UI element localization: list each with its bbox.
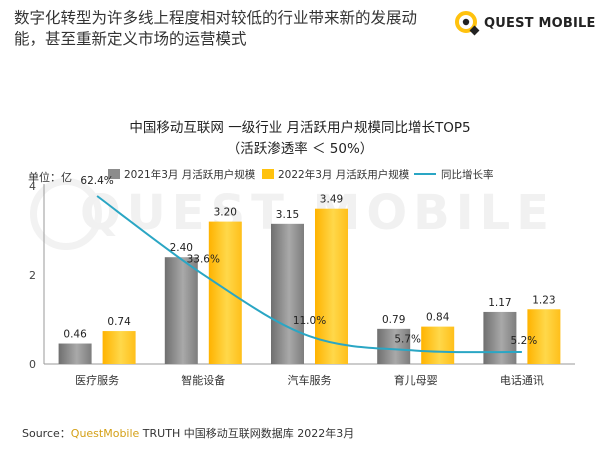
bar-2021	[58, 343, 92, 364]
bar-label-2021: 1.17	[488, 297, 511, 309]
headline: 数字化转型为许多线上程度相对较低的行业带来新的发展动能，甚至重新定义市场的运营模…	[14, 9, 418, 48]
bar-label-2022: 3.49	[320, 194, 343, 206]
bar-2021	[164, 257, 198, 364]
legend-item-2021: 2021年3月 月活跃用户规模	[108, 167, 255, 182]
bar-2022	[315, 208, 348, 364]
x-tick-label: 育儿母婴	[394, 373, 438, 387]
y-tick-label: 0	[29, 358, 36, 371]
bar-label-2022: 0.74	[107, 316, 131, 328]
bar-label-2022: 0.84	[426, 312, 450, 324]
legend-item-2022: 2022年3月 月活跃用户规模	[262, 167, 409, 182]
chart-subtitle: （活跃渗透率 ＜ 50%）	[226, 141, 374, 157]
bar-label-2022: 3.20	[214, 207, 237, 219]
legend-label-2021: 2021年3月 月活跃用户规模	[124, 169, 256, 181]
bar-2022	[421, 326, 455, 364]
x-tick-label: 汽车服务	[288, 373, 332, 387]
x-tick-label: 智能设备	[181, 373, 225, 387]
bar-2021	[377, 328, 411, 364]
logo-text: QUEST MOBILE	[484, 16, 596, 31]
source-rest: TRUTH 中国移动互联网数据库 2022年3月	[139, 427, 355, 440]
growth-rate-label: 62.4%	[80, 175, 113, 187]
legend-swatch-2021	[108, 169, 120, 179]
source-brand: QuestMobile	[70, 427, 140, 440]
growth-rate-label: 33.6%	[187, 254, 220, 266]
source-note: Source：QuestMobile TRUTH 中国移动互联网数据库 2022…	[22, 425, 354, 441]
growth-rate-label: 11.0%	[293, 315, 326, 327]
bar-label-2021: 0.79	[382, 314, 405, 326]
legend-swatch-2022	[262, 169, 274, 179]
bar-label-2021: 2.40	[170, 242, 193, 254]
bar-label-2021: 0.46	[63, 329, 87, 341]
y-tick-label: 2	[29, 269, 36, 282]
growth-rate-label: 5.2%	[511, 335, 538, 347]
legend-item-growth: 同比增长率	[414, 167, 494, 182]
bar-label-2021: 3.15	[276, 209, 299, 221]
bar-label-2022: 1.23	[532, 294, 555, 306]
unit-label: 单位：亿	[28, 171, 72, 184]
legend-label-2022: 2022年3月 月活跃用户规模	[278, 169, 410, 181]
legend-line-growth	[414, 173, 436, 175]
bar-2022	[208, 221, 242, 364]
bar-2022	[102, 331, 136, 364]
x-tick-label: 电话通讯	[500, 374, 544, 387]
x-tick-label: 医疗服务	[75, 373, 119, 387]
bar-2021	[483, 311, 517, 364]
questmobile-logo: QUEST MOBILE	[454, 10, 596, 40]
bar-2021	[271, 223, 304, 364]
watermark-circle	[30, 178, 102, 250]
chart-title: 中国移动互联网 一级行业 月活跃用户规模同比增长TOP5	[129, 120, 471, 136]
growth-rate-label: 5.7%	[394, 334, 421, 346]
growth-rate-line	[96, 195, 522, 354]
source-prefix: Source：	[22, 427, 71, 440]
questmobile-logo-icon	[455, 11, 480, 36]
y-tick-label: 4	[29, 180, 36, 193]
legend-label-growth: 同比增长率	[441, 169, 494, 181]
bar-2022	[527, 309, 561, 364]
